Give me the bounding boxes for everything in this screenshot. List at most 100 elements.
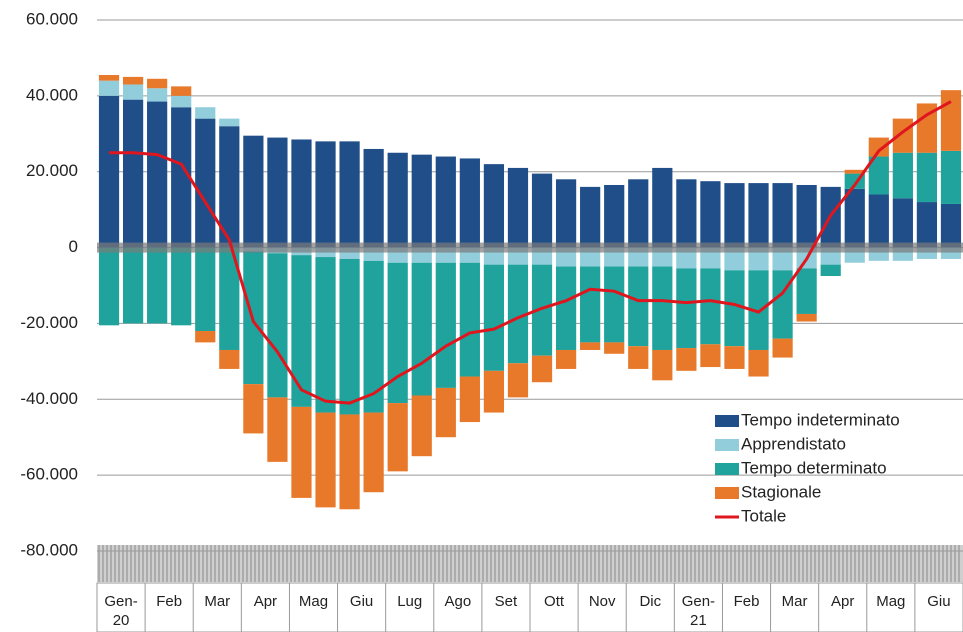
- bar-segment: [339, 247, 360, 259]
- x-tick-label: Gen-21: [681, 593, 716, 629]
- bar-segment: [868, 137, 889, 157]
- bar-segment: [219, 126, 240, 248]
- bar-segment: [387, 403, 408, 472]
- bar-segment: [363, 260, 384, 413]
- bar-segment: [748, 247, 769, 271]
- bar-segment: [580, 266, 601, 343]
- bar-segment: [363, 412, 384, 493]
- bar-segment: [796, 184, 817, 248]
- bar-segment: [555, 266, 577, 350]
- legend-marker: [715, 439, 739, 451]
- x-tick-label: Set: [494, 593, 518, 610]
- bar-segment: [724, 346, 745, 369]
- x-tick-label: Apr: [253, 593, 278, 610]
- bar-segment: [147, 88, 168, 102]
- legend-label: Stagionale: [741, 482, 821, 501]
- x-tick-label: Mag: [298, 593, 329, 610]
- bar-segment: [531, 355, 553, 383]
- bar-segment: [700, 247, 721, 269]
- bar-segment: [628, 266, 649, 347]
- bar-segment: [604, 266, 625, 343]
- bar-segment: [171, 107, 192, 248]
- y-tick-label: 40.000: [26, 85, 78, 104]
- bar-segment: [195, 331, 216, 343]
- bar-segment: [652, 349, 673, 381]
- bar-segment: [916, 202, 938, 248]
- bar-segment: [820, 264, 841, 277]
- x-tick-label: Mar: [204, 593, 231, 610]
- bar-segment: [411, 262, 432, 396]
- bar-segment: [940, 90, 962, 151]
- bar-segment: [796, 268, 817, 314]
- bar-segment: [580, 186, 601, 248]
- bar-segment: [195, 118, 216, 248]
- bar-segment: [122, 247, 144, 324]
- bar-segment: [147, 247, 168, 324]
- bar-segment: [580, 342, 601, 350]
- bar-segment: [98, 80, 120, 96]
- line: [109, 100, 952, 405]
- bar-segment: [195, 247, 216, 332]
- bar-segment: [98, 95, 120, 248]
- bar-segment: [339, 258, 360, 415]
- bar-segment: [98, 74, 120, 81]
- bar-segment: [291, 139, 312, 248]
- bar-segment: [267, 137, 288, 248]
- bar-segment: [122, 84, 144, 100]
- bar-segment: [315, 412, 336, 508]
- bar-segment: [171, 95, 192, 108]
- bar-segment: [147, 101, 168, 248]
- bar-segment: [916, 103, 938, 153]
- bar-segment: [483, 370, 505, 413]
- y-tick-label: -20.000: [20, 313, 78, 332]
- bar-segment: [171, 247, 192, 326]
- bar-segment: [387, 262, 408, 404]
- x-tick-label: Dic: [639, 593, 662, 610]
- bar-segment: [676, 348, 697, 371]
- x-tick-label: Lug: [397, 593, 423, 610]
- bar-segment: [604, 342, 625, 354]
- bar-segment: [748, 183, 769, 248]
- bar-segment: [604, 184, 625, 248]
- y-tick-label: 60.000: [26, 9, 78, 28]
- legend-marker: [715, 487, 739, 499]
- bar-segment: [171, 86, 192, 96]
- bar-segment: [507, 167, 529, 248]
- x-tick-label: Ott: [544, 593, 565, 610]
- bar-segment: [724, 183, 745, 248]
- bar-segment: [219, 118, 240, 127]
- bar-segment: [724, 270, 745, 347]
- bar-segment: [291, 255, 312, 407]
- x-tick-label: Nov: [588, 593, 616, 610]
- bar-segment: [195, 107, 216, 119]
- bar-segment: [700, 181, 721, 248]
- bar-segment: [724, 247, 745, 271]
- bar-segment: [315, 257, 336, 413]
- bar-segment: [844, 188, 865, 248]
- bar-segment: [411, 154, 432, 248]
- bar-segment: [459, 158, 480, 248]
- y-tick-label: 0: [69, 237, 78, 256]
- bar-segment: [387, 152, 408, 248]
- bar-segment: [507, 264, 529, 364]
- bar-segment: [916, 152, 938, 203]
- legend-label: Tempo determinato: [741, 458, 887, 477]
- bar-segment: [483, 164, 505, 248]
- bar-segment: [940, 150, 962, 204]
- bar-segment: [122, 76, 144, 85]
- bar-segment: [676, 247, 697, 269]
- y-tick-label: -60.000: [20, 465, 78, 484]
- legend-marker: [715, 463, 739, 475]
- bar-segment: [892, 152, 913, 199]
- bar-segment: [796, 313, 817, 322]
- bar-segment: [700, 268, 721, 345]
- bar-segment: [652, 167, 673, 248]
- y-tick-label: -80.000: [20, 540, 78, 559]
- zero-band: [97, 242, 963, 253]
- bar-segment: [892, 198, 913, 248]
- bar-segment: [844, 169, 865, 174]
- bar-segment: [676, 268, 697, 349]
- bar-segment: [628, 346, 649, 369]
- bar-segment: [555, 349, 577, 369]
- bar-segment: [243, 135, 264, 248]
